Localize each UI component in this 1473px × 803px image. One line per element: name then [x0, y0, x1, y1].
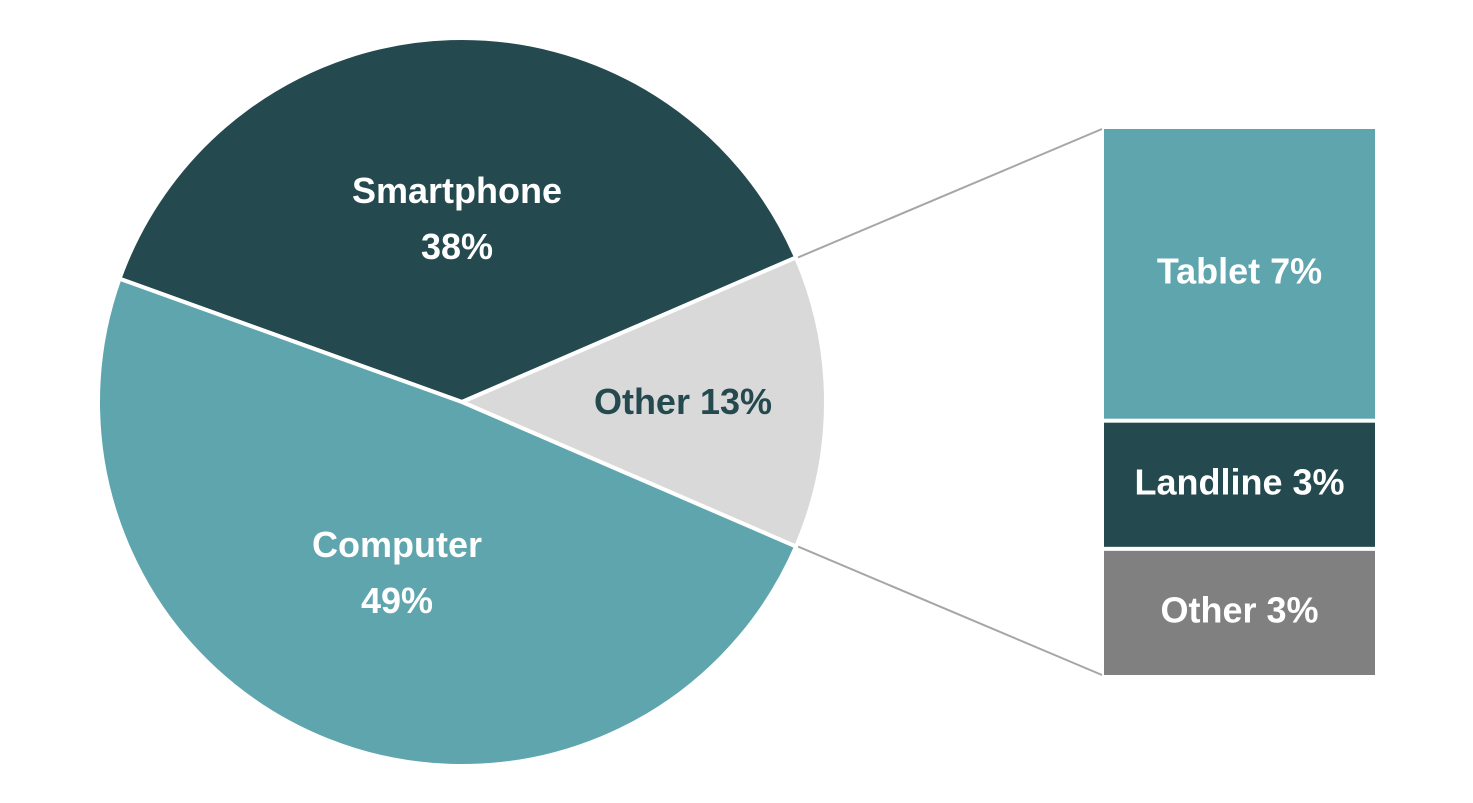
pie-label-computer-line-2: 49% — [361, 580, 433, 621]
bar-label-tablet: Tablet 7% — [1157, 250, 1322, 291]
pie-label-smartphone: Smartphone 38% — [352, 170, 562, 267]
pie-label-smartphone-line-1: Smartphone — [352, 170, 562, 211]
pie-slice-other — [460, 255, 828, 549]
connector-line-bottom — [797, 545, 1103, 676]
bar-segment-other — [1104, 550, 1375, 675]
bar-label-other: Other 3% — [1160, 589, 1318, 630]
pie-label-other-line-1: Other 13% — [594, 381, 772, 422]
breakdown-bar: Tablet 7% Landline 3% Other 3% — [1104, 129, 1375, 675]
pie-slice-smartphone — [117, 36, 799, 404]
bar-segment-landline — [1104, 422, 1375, 547]
pie-label-other: Other 13% — [594, 381, 772, 422]
pie-label-computer-line-1: Computer — [312, 524, 482, 565]
pie-label-smartphone-line-2: 38% — [421, 226, 493, 267]
pie-label-computer: Computer 49% — [312, 524, 482, 621]
main-pie: Smartphone 38% Other 13% Computer 49% — [95, 36, 828, 768]
bar-label-landline: Landline 3% — [1134, 461, 1344, 502]
connector-lines — [797, 128, 1103, 676]
connector-line-top — [797, 128, 1103, 259]
bar-segment-tablet — [1104, 129, 1375, 419]
pie-slice-computer — [95, 276, 799, 768]
